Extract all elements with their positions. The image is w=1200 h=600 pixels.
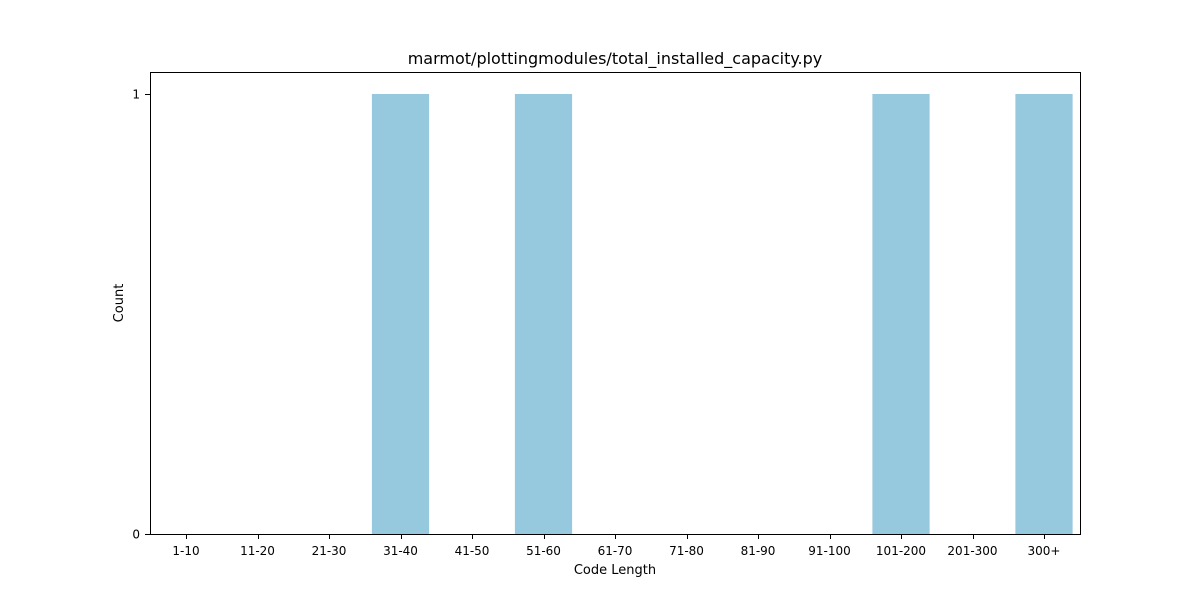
y-tick-label: 0	[132, 528, 140, 542]
bar-51-60	[514, 94, 573, 534]
x-tick-label: 300+	[1028, 544, 1061, 558]
y-axis-label: Count	[112, 284, 127, 323]
x-tick-label: 91-100	[808, 544, 851, 558]
x-tick-label: 21-30	[312, 544, 347, 558]
bar-31-40	[371, 94, 430, 534]
x-tick-label: 201-300	[947, 544, 997, 558]
x-tick-label: 61-70	[598, 544, 633, 558]
x-axis-label: Code Length	[574, 563, 656, 578]
x-tick-label: 11-20	[240, 544, 275, 558]
x-tick-label: 71-80	[669, 544, 704, 558]
x-tick-label: 51-60	[526, 544, 561, 558]
x-tick-label: 81-90	[741, 544, 776, 558]
x-tick-label: 101-200	[876, 544, 926, 558]
x-tick-label: 41-50	[455, 544, 490, 558]
x-tick-label: 1-10	[172, 544, 199, 558]
chart-title: marmot/plottingmodules/total_installed_c…	[408, 49, 823, 69]
y-tick-label: 1	[132, 88, 140, 102]
x-tick-label: 31-40	[383, 544, 418, 558]
bar-101-200	[872, 94, 930, 534]
bar-300plus	[1015, 94, 1073, 534]
